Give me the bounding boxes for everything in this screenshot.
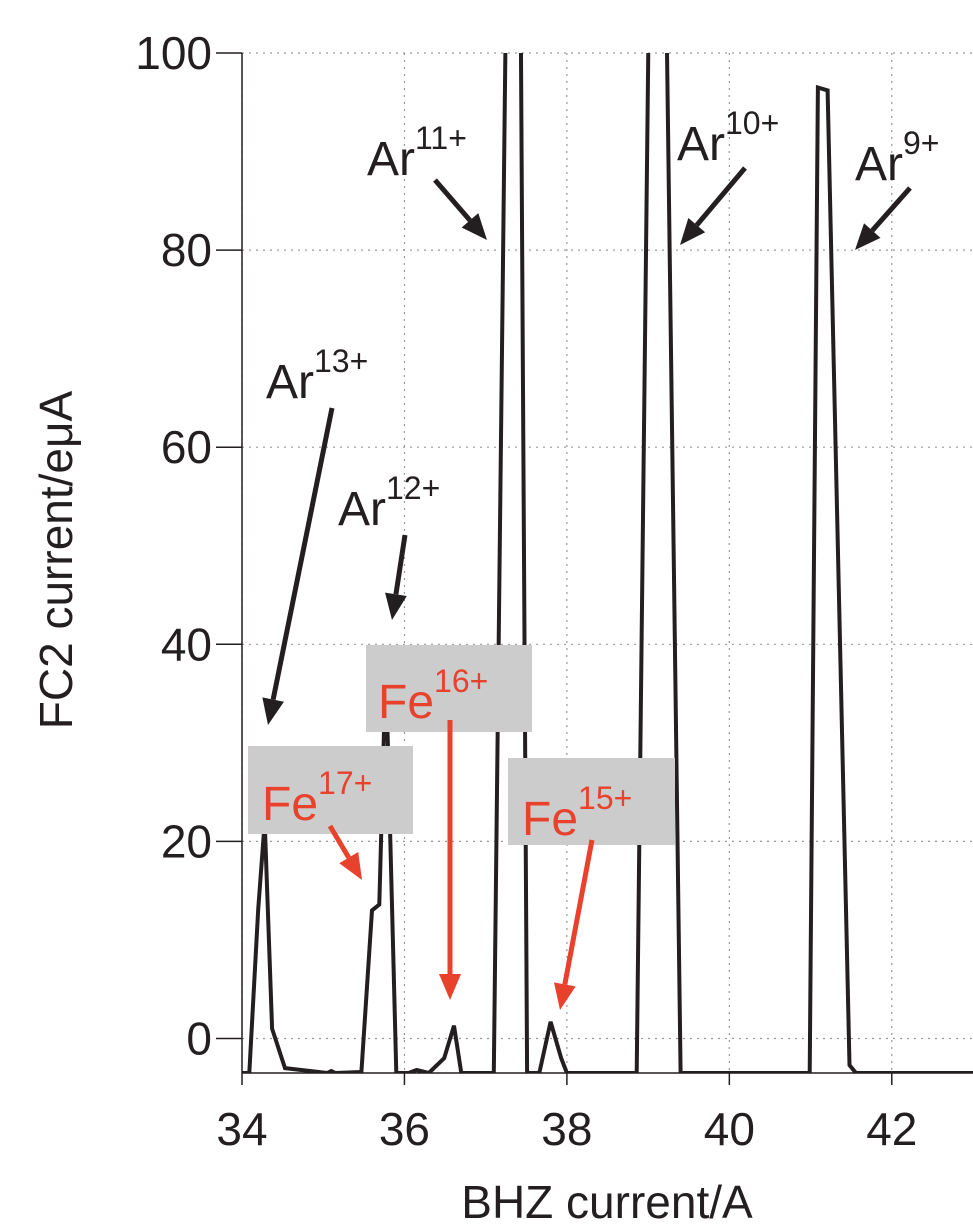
annotation: Ar11+ <box>367 120 467 186</box>
annotation-text: Fe <box>262 778 318 831</box>
label-box <box>248 746 413 834</box>
arrow-head <box>262 697 284 725</box>
x-tick-label: 42 <box>866 1103 917 1155</box>
annotation-superscript: 12+ <box>386 470 440 506</box>
arrow-shaft <box>694 166 747 227</box>
annotation-text: Ar <box>338 483 386 536</box>
axes: 0 20 40 60 80 100 34 36 38 40 42 <box>135 27 973 1155</box>
annotation-text: Ar <box>367 133 415 186</box>
arrow-head <box>855 223 881 250</box>
label-box <box>366 645 532 732</box>
arrow-shaft <box>870 186 912 233</box>
y-axis-label: FC2 current/eμA <box>30 390 82 729</box>
annotation-superscript: 16+ <box>434 663 488 699</box>
annotations: Ar11+ Ar10+Ar9+Ar13+Ar12+Fe17+Fe16+Fe15+ <box>248 105 939 1010</box>
annotation: Ar12+ <box>338 470 440 536</box>
annotation-superscript: 13+ <box>314 343 368 379</box>
y-tick-label: 100 <box>135 27 212 79</box>
x-tick-label: 34 <box>216 1103 267 1155</box>
annotation-superscript: 10+ <box>725 105 779 141</box>
arrow-head <box>680 218 706 245</box>
arrow-shaft <box>562 839 595 985</box>
annotation-text: Fe <box>378 676 434 729</box>
annotation: Fe17+ <box>262 765 372 831</box>
grid <box>241 52 973 1073</box>
arrow-shaft <box>393 534 408 595</box>
annotation-text: Fe <box>522 793 578 846</box>
x-axis-label: BHZ current/A <box>461 1176 753 1228</box>
y-tick-label: 80 <box>161 224 212 276</box>
x-tick-label: 40 <box>704 1103 755 1155</box>
arrow-shaft <box>327 824 351 859</box>
y-tick-label: 40 <box>161 618 212 670</box>
arrow-head <box>553 982 576 1010</box>
annotation: Ar10+ <box>677 105 779 171</box>
x-tick-label: 36 <box>379 1103 430 1155</box>
y-tick-label: 0 <box>186 1013 212 1065</box>
annotation: Ar13+ <box>266 343 368 409</box>
annotation-superscript: 17+ <box>318 765 372 801</box>
annotation-superscript: 9+ <box>903 125 939 161</box>
arrow-head <box>439 974 461 1000</box>
annotation-superscript: 11+ <box>415 120 467 156</box>
annotation-text: Ar <box>677 118 725 171</box>
arrow-head <box>461 213 487 240</box>
arrow-head <box>339 852 362 880</box>
y-tick-label: 20 <box>161 815 212 867</box>
annotation: Fe16+ <box>378 663 488 729</box>
arrow-shaft <box>433 178 472 222</box>
x-tick-label: 38 <box>541 1103 592 1155</box>
arrow-head <box>385 592 407 620</box>
annotation-superscript: 15+ <box>578 780 632 816</box>
y-tick-label: 60 <box>161 421 212 473</box>
annotation: Ar9+ <box>855 125 939 191</box>
annotation: Fe15+ <box>522 780 632 846</box>
annotation-text: Ar <box>855 138 903 191</box>
arrow-shaft <box>270 407 335 701</box>
label-box <box>508 758 675 845</box>
annotation-text: Ar <box>266 356 314 409</box>
